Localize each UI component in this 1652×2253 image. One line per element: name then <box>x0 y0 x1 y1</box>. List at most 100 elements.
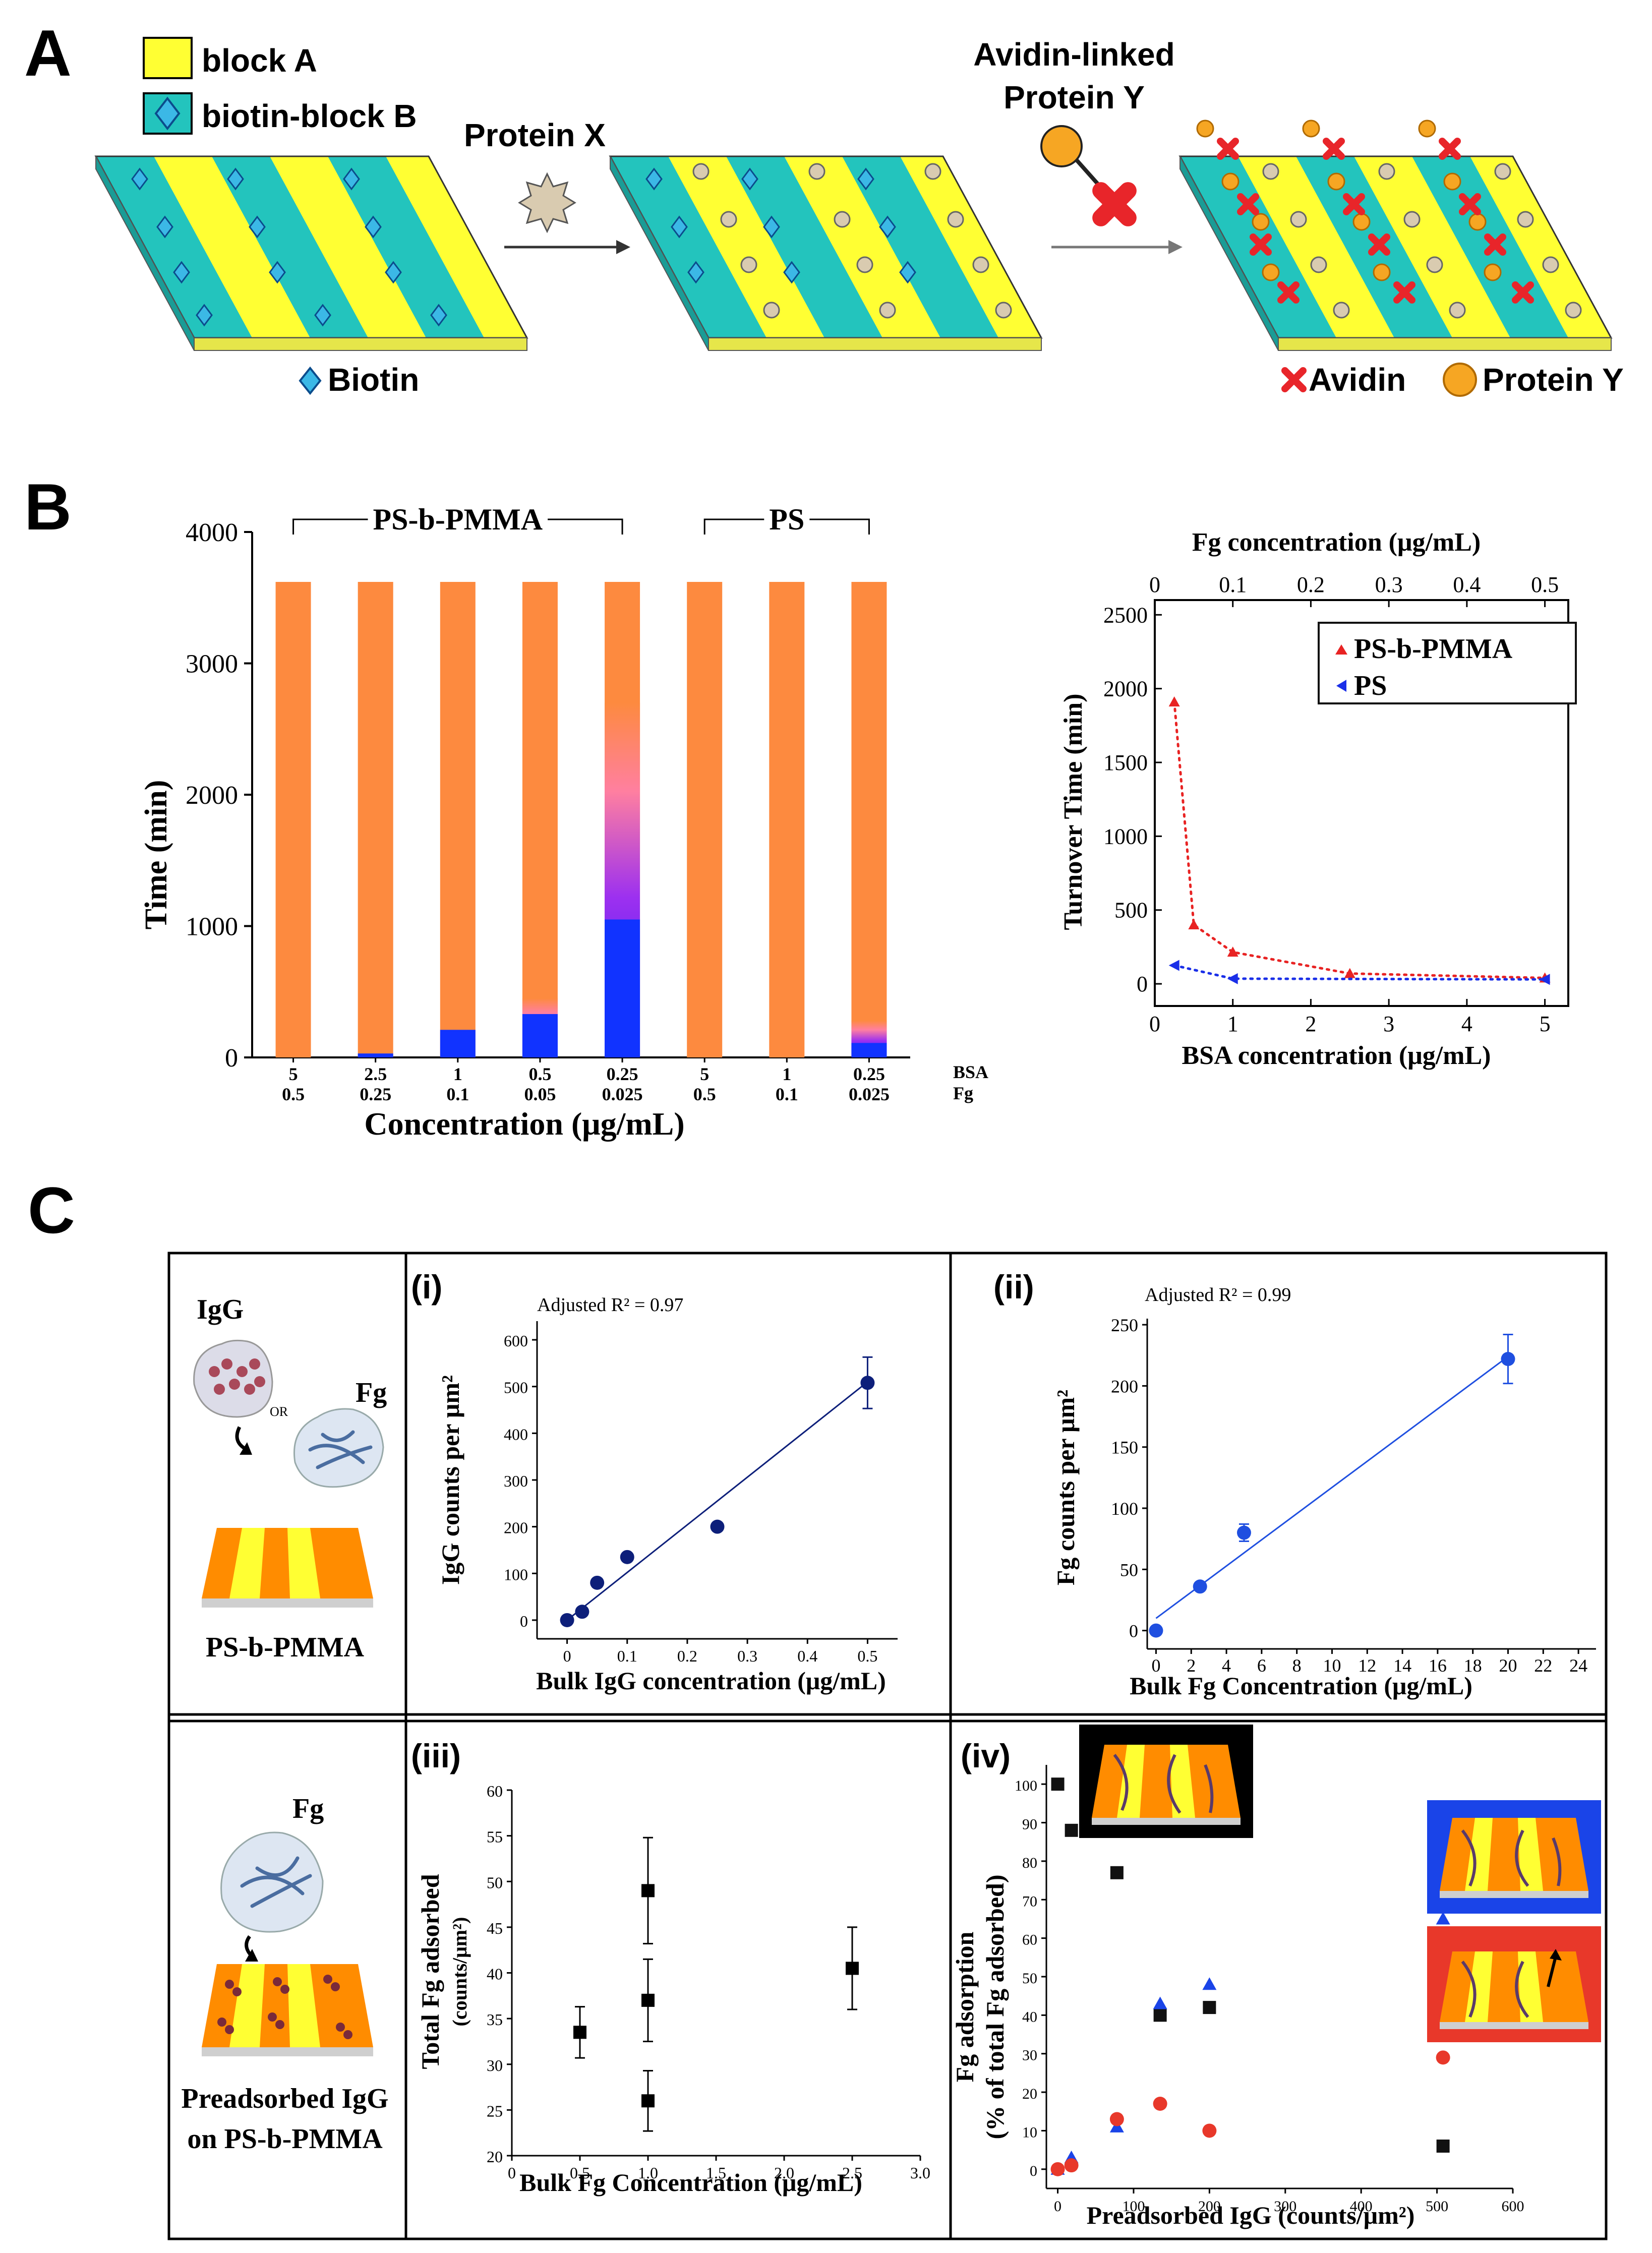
protein-y-icon <box>1443 363 1477 397</box>
data-point <box>1110 1866 1124 1879</box>
plot-frame <box>1154 599 1569 1007</box>
bar-blue <box>358 1053 393 1057</box>
y-tick-label: 1000 <box>1103 824 1148 849</box>
x-tick-label-bsa: 2.5 <box>364 1064 387 1084</box>
x-top-tick-label: 0.3 <box>1375 572 1403 597</box>
bar-orange <box>769 581 805 1057</box>
x-tick-label: 400 <box>1350 2198 1373 2215</box>
arrow-icon <box>1168 240 1183 254</box>
chart-c-iv: 0 100 200 300 400 500 600 0 10 20 30 40 50 60 70 80 90 10… <box>953 1725 1601 2229</box>
x-axis-label: Bulk Fg Concentration (μg/mL) <box>519 2168 862 2197</box>
x-tick-label: 0 <box>1151 1655 1160 1676</box>
x-tick-label-bsa: 0.25 <box>607 1064 638 1084</box>
x-tick-label: 1 <box>1227 1012 1238 1036</box>
y-tick-label: 30 <box>1022 2047 1037 2064</box>
subpanel-label-iv: (iv) <box>961 1737 1011 1774</box>
protein-y-icon <box>1040 125 1083 167</box>
surface2-label-line1: Preadsorbed IgG <box>181 2083 388 2114</box>
x-top-tick-label: 0.1 <box>1219 572 1247 597</box>
x-tick-label: 16 <box>1429 1655 1447 1676</box>
chart-b-left: 0100020003000400050.52.50.2510.10.50.050… <box>139 503 988 1142</box>
x-axis-label: Bulk IgG concentration (μg/mL) <box>536 1667 886 1695</box>
panel-label-c: C <box>28 1173 75 1247</box>
x-tick-label-fg: 0.5 <box>693 1084 716 1104</box>
data-point-ps <box>1539 974 1550 985</box>
y-tick-label: 10 <box>1022 2124 1037 2141</box>
avidin-icon <box>1092 182 1137 226</box>
surface-ps-b-pmma <box>202 1528 373 1598</box>
data-point <box>1203 2001 1216 2014</box>
data-point <box>560 1613 574 1627</box>
x-axis-label: Concentration (μg/mL) <box>364 1106 684 1142</box>
protein-y-label: Protein Y <box>1483 362 1624 398</box>
y-tick-label: 0 <box>1129 1621 1138 1641</box>
x-axis-label: Preadsorbed IgG (counts/μm²) <box>1087 2201 1415 2229</box>
row-label-bsa: BSA <box>953 1062 988 1082</box>
data-point <box>590 1575 605 1590</box>
x-tick-label-fg: 0.5 <box>282 1084 305 1104</box>
y-axis-label: Time (min) <box>139 780 173 930</box>
data-point <box>1153 2008 1167 2022</box>
y-tick-label: 2500 <box>1103 603 1148 627</box>
data-point <box>1065 1823 1078 1837</box>
y-tick-label: 0 <box>520 1612 528 1630</box>
y-tick-label: 30 <box>487 2056 503 2074</box>
x-top-tick-label: 0.2 <box>1297 572 1325 597</box>
legend-box <box>1318 622 1577 704</box>
y-axis-label: Fg counts per μm² <box>1051 1390 1080 1585</box>
y-tick-label: 500 <box>504 1379 528 1397</box>
data-point <box>1193 1579 1207 1594</box>
data-point-ps <box>1227 973 1238 984</box>
data-point <box>710 1519 725 1534</box>
x-tick-label: 12 <box>1358 1655 1376 1676</box>
biotin-icon <box>299 366 322 395</box>
data-point <box>1153 1996 1167 2009</box>
c-illustration-bottom: Fg Preadsorbed IgG on PS-b-PMMA <box>181 1793 388 2155</box>
legend-label-ps: PS <box>1354 670 1387 701</box>
y-tick-label: 200 <box>1111 1376 1138 1396</box>
data-point <box>641 2094 655 2108</box>
x-tick-label: 2 <box>1187 1655 1196 1676</box>
data-point <box>573 2026 586 2039</box>
y-tick-label: 45 <box>487 1919 503 1937</box>
bar-orange <box>275 581 311 1057</box>
bracket-label-bg <box>368 503 548 536</box>
x-tick-label-fg: 0.25 <box>360 1084 391 1104</box>
legend-block-a-label: block A <box>202 42 317 79</box>
bar-orange <box>358 581 393 1057</box>
x-top-tick-label: 0 <box>1149 572 1160 597</box>
avidin-label: Avidin <box>1309 362 1406 398</box>
panel-label-a: A <box>24 16 72 90</box>
data-point <box>1064 2158 1079 2173</box>
y-tick-label: 55 <box>487 1828 503 1846</box>
y-axis-label: Total Fg adsorbed <box>416 1874 444 2069</box>
data-point <box>575 1605 589 1619</box>
data-point <box>846 1962 859 1975</box>
data-point <box>860 1376 875 1390</box>
legend-marker-ps <box>1336 680 1346 692</box>
y-tick-label: 0 <box>1137 972 1148 996</box>
row-label-fg: Fg <box>953 1083 973 1103</box>
x-tick-label-fg: 0.025 <box>602 1084 643 1104</box>
group-label-ps: PS <box>769 503 804 536</box>
y-tick-label: 20 <box>1022 2086 1037 2102</box>
x-tick-label: 300 <box>1274 2198 1296 2215</box>
x-top-tick-label: 0.5 <box>1531 572 1559 597</box>
y-tick-label: 50 <box>487 1873 503 1891</box>
surface1-label: PS-b-PMMA <box>206 1632 365 1663</box>
x-tick-label: 22 <box>1534 1655 1552 1676</box>
x-tick-label: 0 <box>508 2164 516 2182</box>
x-tick-label: 10 <box>1323 1655 1341 1676</box>
y-tick-label: 400 <box>504 1425 528 1443</box>
biotin-icon <box>154 96 181 131</box>
y-tick-label: 300 <box>504 1472 528 1490</box>
x-tick-label: 600 <box>1502 2198 1524 2215</box>
y-tick-label: 1500 <box>1103 750 1148 775</box>
data-point <box>1236 1525 1251 1540</box>
subpanel-label-iii: (iii) <box>411 1737 461 1774</box>
data-point-ps-b-pmma <box>1168 696 1180 706</box>
x-tick-label: 3 <box>1383 1012 1394 1036</box>
data-point <box>1109 2112 1124 2126</box>
